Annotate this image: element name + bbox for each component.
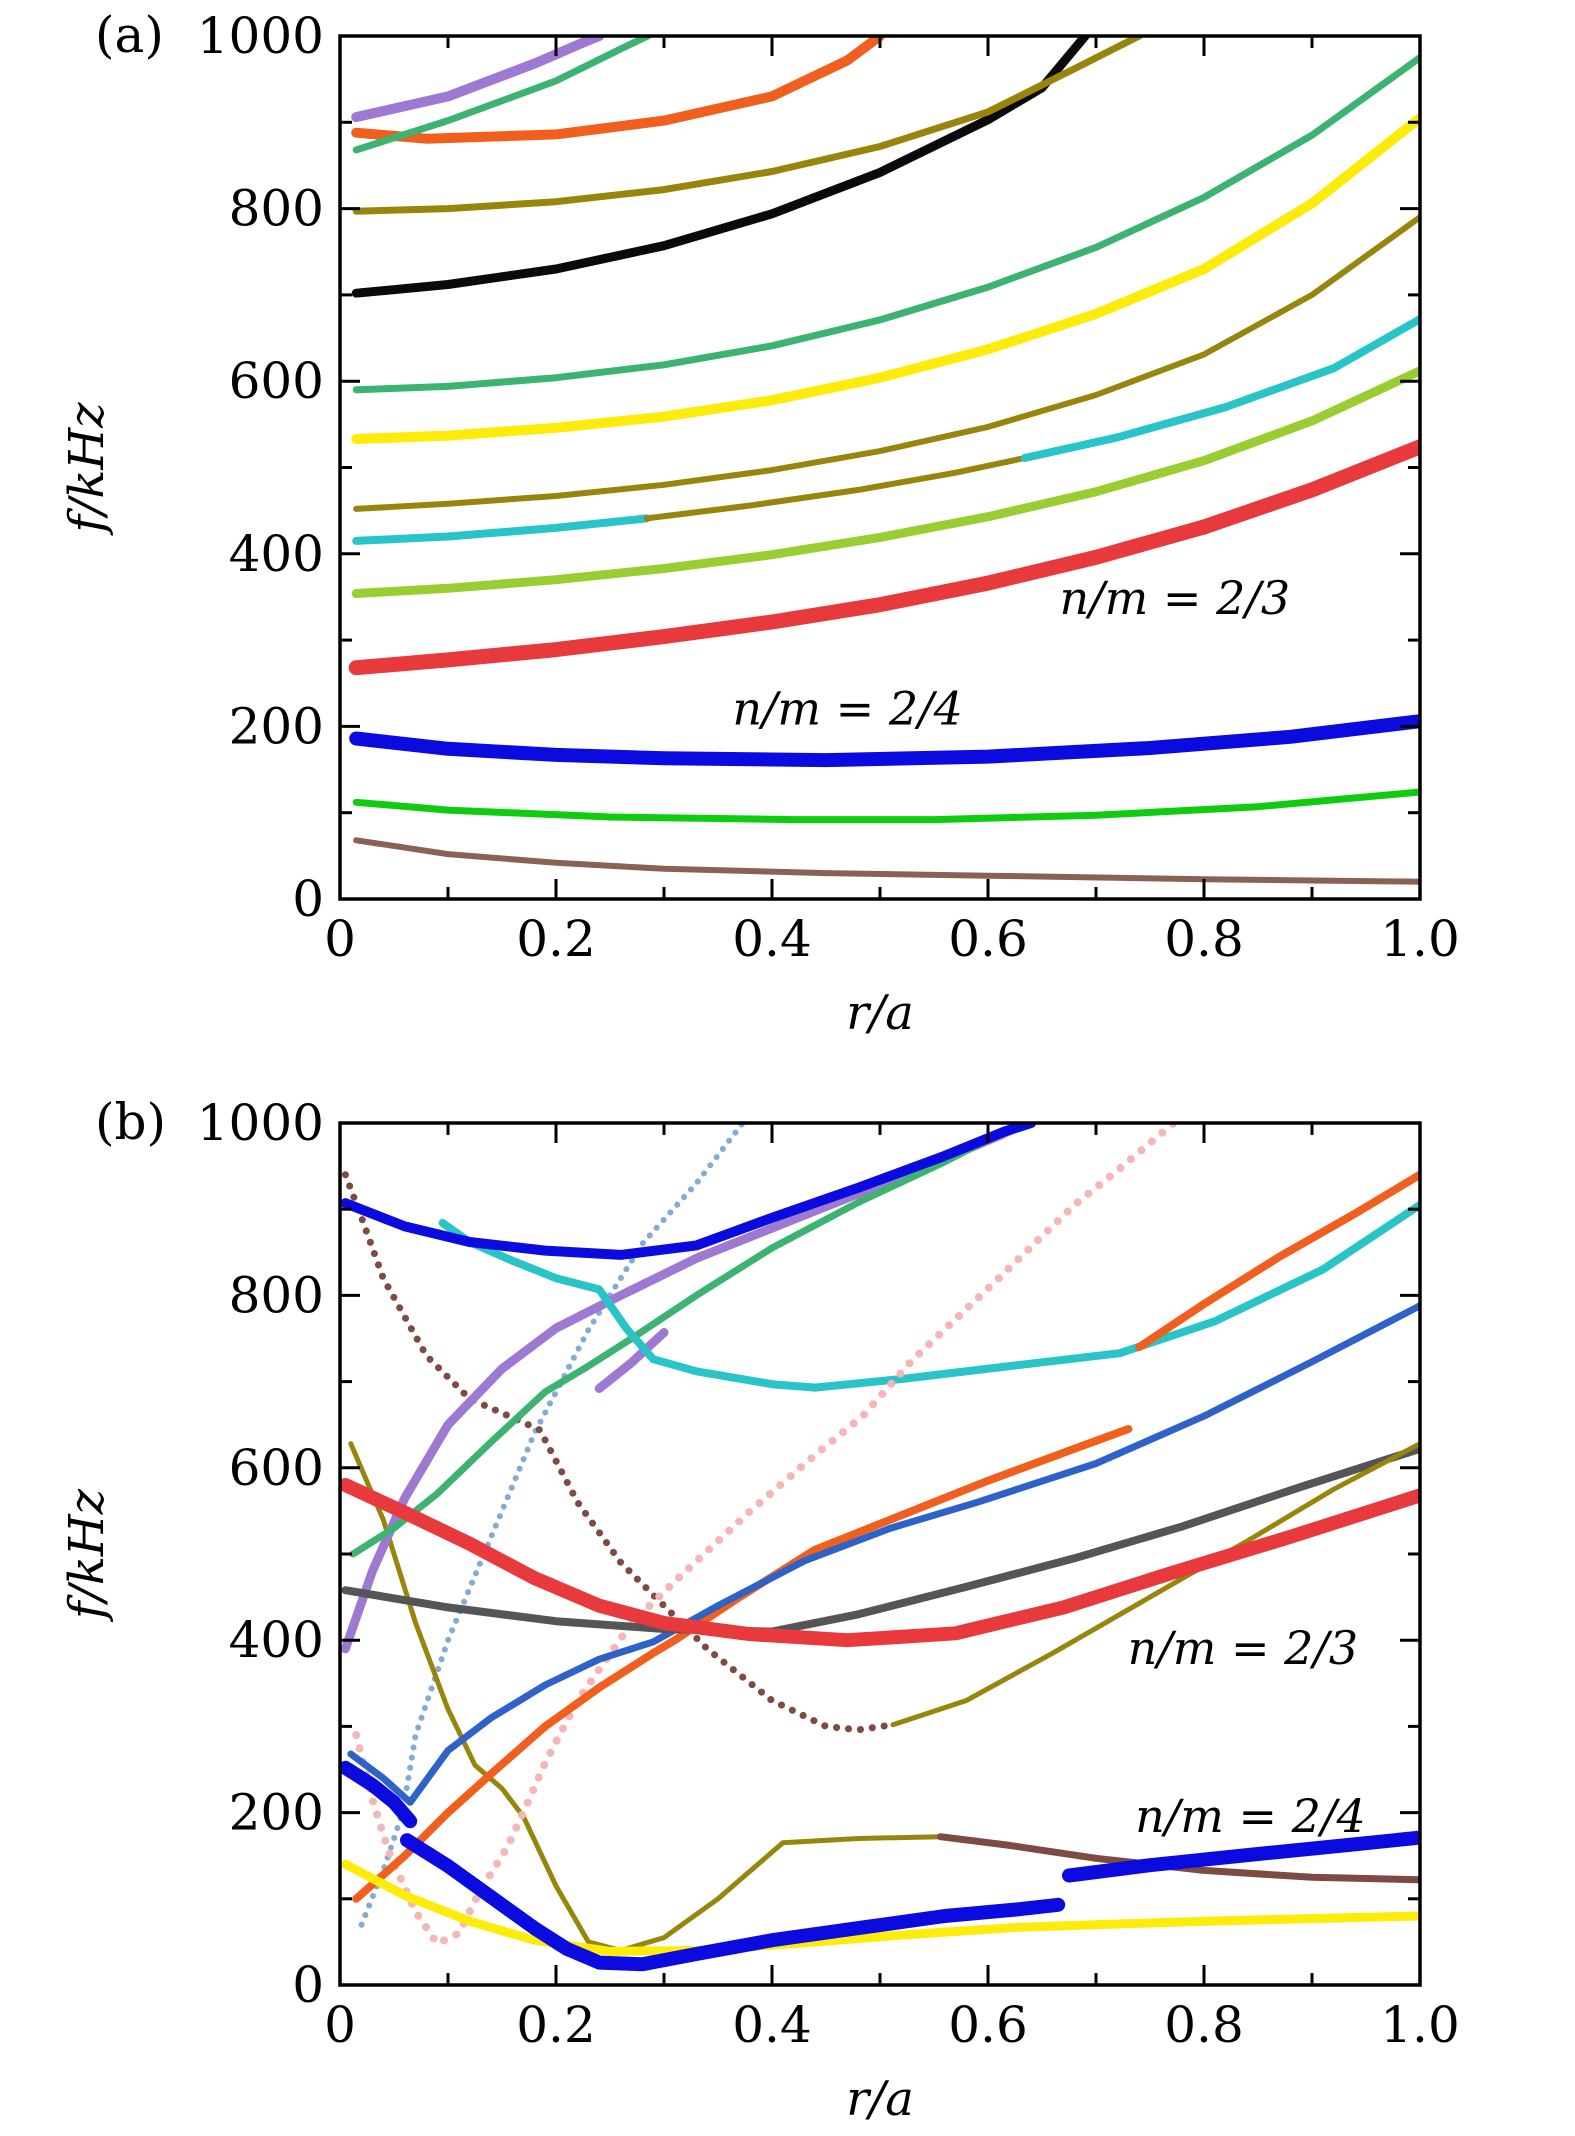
annotation-b-label-n-m-2-4: n/m = 2/4 (1135, 1789, 1366, 1843)
x-tick-label: 0.6 (948, 910, 1028, 968)
y-tick-label: 0 (292, 870, 324, 928)
series-a-purple-top (351, 36, 605, 123)
y-axis-title-a: f/kHz (59, 402, 115, 536)
series-b-pink (352, 1123, 1178, 1948)
annotation-a-label-n-m-2-3: n/m = 2/3 (1060, 571, 1291, 625)
x-axis-title-b: r/a (846, 2071, 914, 2127)
x-tick-label: 0.8 (1164, 910, 1244, 968)
series-b-steelblue-dots (358, 1123, 746, 1928)
x-tick-label: 0.4 (732, 910, 812, 968)
x-tick-label: 0.8 (1164, 1996, 1244, 2054)
series-b-cyan (438, 1200, 1420, 1392)
y-tick-label: 400 (229, 1611, 324, 1669)
x-axis-title-a: r/a (846, 985, 914, 1041)
x-tick-label: 0.2 (516, 910, 596, 968)
x-tick-label: 0 (324, 910, 356, 968)
series-a-olive-mid (353, 214, 1420, 512)
series-a-black (351, 36, 1090, 298)
y-tick-label: 800 (229, 180, 324, 238)
series-a-blue-n-m-2-4 (349, 714, 1420, 768)
series-a-yellowgreen (351, 366, 1420, 598)
y-tick-label: 1000 (197, 1094, 324, 1152)
series-a-seagreen-steep (352, 36, 652, 154)
y-tick-label: 200 (229, 697, 324, 755)
series-a-cyan-mid-seg3 (1020, 315, 1420, 462)
y-tick-label: 600 (229, 1439, 324, 1497)
x-tick-label: 1.0 (1380, 910, 1460, 968)
y-tick-label: 1000 (197, 7, 324, 65)
panel-a: 0 0.2 0.4 0.6 0.8 1.0 0 200 400 600 800 1000 (a) r/a f… (59, 6, 1460, 1041)
x-tick-label: 1.0 (1380, 1996, 1460, 2054)
y-tick-label: 800 (229, 1266, 324, 1324)
annotation-a-label-n-m-2-4: n/m = 2/4 (732, 681, 963, 735)
annotation-b-label-n-m-2-3: n/m = 2/3 (1128, 1621, 1359, 1675)
series-a-brown-low (353, 837, 1420, 885)
series-b-red-n-m-2-3 (340, 1478, 1420, 1648)
series-b-blue-n-m-2-4-seg2 (400, 1833, 1066, 1972)
series-b-blue-n-m-2-4-seg1 (340, 1760, 418, 1829)
series-b-blue-n-m-2-4-seg3 (1062, 1830, 1420, 1883)
series-a-cyan-mid-seg1 (352, 514, 651, 545)
y-tick-label: 0 (292, 1956, 324, 2014)
series-b-purple-stub (594, 1328, 669, 1393)
x-tick-label: 0.4 (732, 1996, 812, 2054)
panel-b: 0 0.2 0.4 0.6 0.8 1.0 0 200 400 600 800 1000 (b) r/a f… (59, 1093, 1460, 2127)
series-b-gray (341, 1444, 1420, 1636)
panel-letter-b: (b) (95, 1093, 166, 1151)
series-b-olive-rising (890, 1441, 1420, 1728)
panel-letter-a: (a) (95, 6, 164, 64)
x-tick-label: 0 (324, 1996, 356, 2054)
series-b-blue-upper (340, 1123, 1037, 1260)
y-tick-label: 400 (229, 525, 324, 583)
series-a-orange-top (351, 36, 885, 144)
x-tick-label: 0.6 (948, 1996, 1028, 2054)
series-a-olive-mid-seg2 (643, 455, 1028, 522)
series-a-olive-top (352, 36, 1143, 215)
y-axis-title-b: f/kHz (59, 1488, 115, 1622)
series-a-red-n-m-2-3 (348, 439, 1420, 676)
series-b-orange-upper (1135, 1170, 1420, 1352)
curves-b (340, 1123, 1420, 1972)
series-a-yellow (351, 113, 1420, 444)
series-b-maroon-descending (341, 1171, 897, 1734)
series-b-olive-descending (348, 1441, 943, 1953)
series-a-green-low (352, 788, 1420, 824)
x-tick-label: 0.2 (516, 1996, 596, 2054)
series-a-seagreen (352, 54, 1420, 394)
series-b-orange (352, 1425, 1133, 1903)
series-b-seagreen-rising (349, 1123, 1024, 1558)
y-tick-label: 200 (229, 1784, 324, 1842)
y-tick-label: 600 (229, 352, 324, 410)
curves-a (348, 36, 1420, 885)
